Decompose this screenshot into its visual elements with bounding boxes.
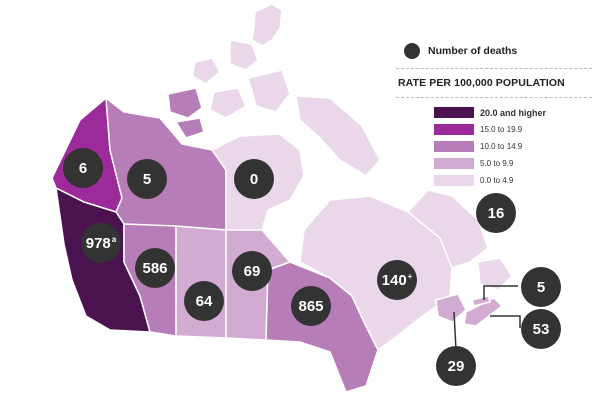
legend-class-label: 20.0 and higher xyxy=(480,107,547,118)
legend-divider xyxy=(396,97,592,98)
baffin-island xyxy=(295,95,381,177)
deaths-bubble-new-brunswick: 29 xyxy=(436,346,476,386)
legend-class-2: 10.0 to 14.9 xyxy=(434,138,592,155)
region-labrador xyxy=(406,189,489,269)
deaths-bubble-ontario: 865 xyxy=(291,286,331,326)
legend-class-label: 15.0 to 19.9 xyxy=(480,125,523,134)
deaths-bubble-manitoba: 69 xyxy=(232,251,272,291)
deaths-bubble-northwest-territories: 5 xyxy=(127,159,167,199)
legend-rate-title: RATE PER 100,000 POPULATION xyxy=(398,77,565,89)
legend-divider xyxy=(396,68,592,69)
deaths-bubble-newfoundland-and-labrador: 16 xyxy=(476,193,516,233)
legend-swatch xyxy=(434,141,474,152)
legend-class-label: 10.0 to 14.9 xyxy=(480,142,523,151)
callout-line-ns xyxy=(490,315,521,328)
deaths-bubble-quebec: 140 + xyxy=(377,260,417,300)
deaths-bubble-saskatchewan: 64 xyxy=(184,281,224,321)
legend-swatch xyxy=(434,107,474,118)
region-northwest-territories xyxy=(105,96,227,231)
deaths-bubble-prince-edward-island: 5 xyxy=(521,267,561,307)
arctic-island-nwt-2 xyxy=(174,117,205,139)
legend-deaths-label: Number of deaths xyxy=(428,45,518,57)
legend-class-1: 15.0 to 19.9 xyxy=(434,121,592,138)
deaths-bubble-yukon: 6 xyxy=(63,148,103,188)
legend-class-label: 5.0 to 9.9 xyxy=(480,159,514,168)
legend-swatch xyxy=(434,124,474,135)
legend-number-of-deaths: Number of deaths xyxy=(396,40,592,62)
deaths-bubble-alberta: 586 xyxy=(135,248,175,288)
region-newfoundland-island xyxy=(477,257,513,291)
callout-line-nb xyxy=(453,311,457,351)
deaths-bubble-nova-scotia: 53 xyxy=(521,309,561,349)
deaths-bubble-nunavut: 0 xyxy=(234,159,274,199)
deaths-bubble-british-columbia: 978 a xyxy=(81,223,121,263)
region-new-brunswick xyxy=(435,293,467,323)
arctic-island-3 xyxy=(247,69,291,113)
legend-swatch xyxy=(434,175,474,186)
legend-class-0: 20.0 and higher xyxy=(434,104,592,121)
legend-class-label: 0.0 to 4.9 xyxy=(480,176,514,185)
legend-class-4: 0.0 to 4.9 xyxy=(434,172,592,189)
arctic-island-ellesmere xyxy=(251,3,283,47)
legend-swatch xyxy=(434,158,474,169)
legend-circle-icon xyxy=(404,43,420,59)
arctic-island-nwt xyxy=(167,87,203,119)
arctic-island-2 xyxy=(191,57,221,85)
legend: Number of deaths RATE PER 100,000 POPULA… xyxy=(396,40,592,189)
region-prince-edward-island xyxy=(471,295,491,307)
arctic-island-4 xyxy=(209,87,247,119)
arctic-island-1 xyxy=(229,39,259,71)
legend-class-3: 5.0 to 9.9 xyxy=(434,155,592,172)
callout-line-pei xyxy=(483,285,518,300)
